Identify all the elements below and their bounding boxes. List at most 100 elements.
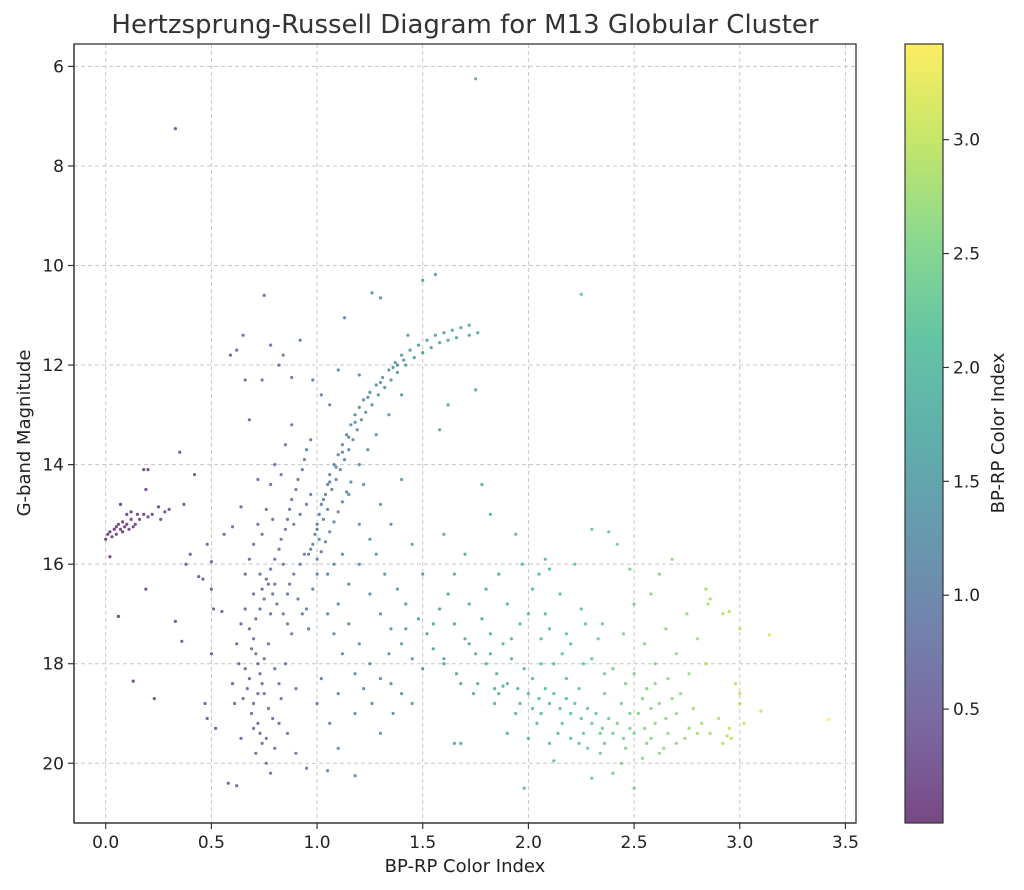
star-point <box>480 617 484 621</box>
star-point <box>357 463 361 467</box>
star-point <box>345 490 349 494</box>
star-point <box>338 468 342 472</box>
star-point <box>425 632 429 636</box>
star-point <box>326 572 330 576</box>
star-point <box>594 711 598 716</box>
star-point <box>288 507 292 511</box>
star-point <box>277 721 281 726</box>
star-point <box>315 557 319 561</box>
star-point <box>262 692 266 696</box>
star-point <box>621 736 626 741</box>
star-point <box>552 662 556 666</box>
star-point <box>539 662 543 666</box>
star-point <box>691 706 695 711</box>
star-point <box>262 597 266 601</box>
star-point <box>256 721 260 726</box>
star-point <box>543 687 547 691</box>
star-point <box>239 736 243 741</box>
star-point <box>579 292 583 296</box>
star-point <box>228 353 232 357</box>
star-point <box>336 368 340 372</box>
star-point <box>526 736 531 741</box>
star-point <box>632 672 636 676</box>
star-point <box>600 726 605 731</box>
star-point <box>285 731 290 736</box>
star-point <box>621 632 626 636</box>
star-point <box>144 587 148 591</box>
star-point <box>387 652 391 656</box>
star-point <box>674 741 679 746</box>
star-point <box>243 607 247 611</box>
x-tick-label: 1.5 <box>409 833 436 853</box>
star-point <box>389 627 393 631</box>
star-point <box>670 557 674 561</box>
star-point <box>474 77 478 81</box>
star-point <box>104 537 108 541</box>
star-point <box>237 662 241 666</box>
star-point <box>323 492 328 497</box>
star-point <box>488 512 492 517</box>
star-point <box>150 512 154 517</box>
star-point <box>131 679 135 683</box>
star-point <box>254 751 258 755</box>
star-point <box>182 502 186 506</box>
star-point <box>307 627 311 631</box>
colorbar-tick-label: 0.5 <box>953 700 980 720</box>
star-point <box>653 682 657 686</box>
star-point <box>135 512 139 517</box>
star-point <box>611 731 615 736</box>
star-point <box>662 746 666 750</box>
star-point <box>118 502 123 506</box>
star-point <box>205 542 209 546</box>
star-point <box>347 582 351 586</box>
star-point <box>826 717 831 722</box>
star-point <box>283 443 287 447</box>
star-point <box>353 420 357 424</box>
star-point <box>362 687 366 691</box>
star-point <box>340 450 344 454</box>
star-point <box>488 632 492 636</box>
star-point <box>452 741 456 746</box>
star-point <box>632 786 636 790</box>
star-point <box>277 363 281 367</box>
star-point <box>480 482 484 487</box>
star-point <box>738 692 742 696</box>
star-point <box>526 692 531 696</box>
star-point <box>262 293 266 297</box>
star-point <box>569 736 573 741</box>
star-point <box>336 692 340 696</box>
star-point <box>497 572 501 576</box>
star-point <box>342 458 347 462</box>
star-point <box>560 721 564 726</box>
star-point <box>300 468 304 472</box>
star-point <box>674 652 679 656</box>
chart-title: Hertzsprung-Russell Diagram for M13 Glob… <box>111 10 818 40</box>
star-point <box>315 701 319 706</box>
star-point <box>336 453 340 457</box>
star-point <box>378 731 383 736</box>
star-point <box>347 622 351 626</box>
star-point <box>632 731 636 736</box>
star-point <box>569 642 573 646</box>
star-point <box>586 746 590 750</box>
star-point <box>643 726 647 731</box>
star-point <box>505 602 509 606</box>
star-point <box>531 677 535 681</box>
star-point <box>243 667 247 671</box>
star-point <box>518 701 522 706</box>
star-point <box>497 692 501 696</box>
star-point <box>321 497 325 502</box>
star-point <box>319 677 323 681</box>
star-point <box>400 642 404 646</box>
star-point <box>615 721 619 726</box>
star-point <box>243 378 247 382</box>
star-point <box>421 351 425 355</box>
star-point <box>564 697 569 701</box>
star-point <box>624 746 628 750</box>
star-point <box>142 468 146 472</box>
star-point <box>332 632 336 636</box>
star-point <box>531 587 535 591</box>
star-point <box>410 701 414 706</box>
star-point <box>514 711 518 716</box>
y-tick-label: 14 <box>42 456 64 476</box>
